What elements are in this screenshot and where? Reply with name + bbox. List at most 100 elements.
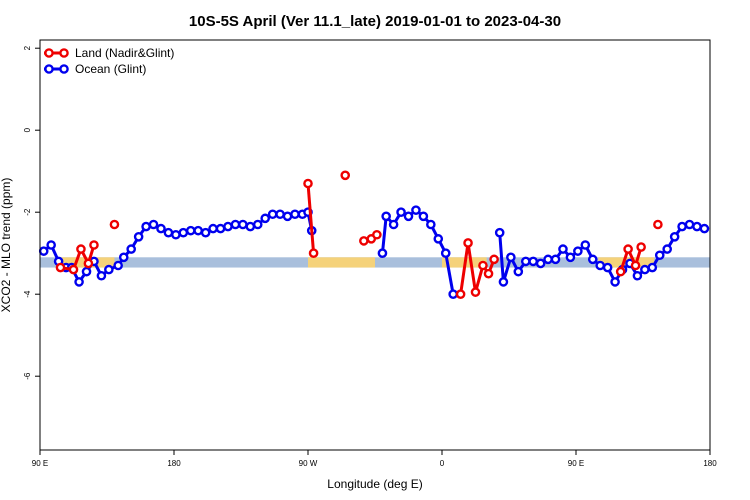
series-0-point-7-0 [653,219,663,230]
series-1-point-1-4 [403,211,414,222]
axis-ticks: 90 E 180 90 W 0 90 E 180 2 0 -2 -4 -6 [23,45,717,468]
series-1-point-2-13 [587,254,598,265]
series-1-point-0-34 [290,209,300,220]
series-1-point-2-23 [662,244,672,254]
series-1-point-0-11 [118,252,129,263]
chart-title: 10S-5S April (Ver 11.1_late) 2019-01-01 … [189,13,561,30]
series-1-point-0-8 [96,270,107,281]
series-1-point-0-14 [141,221,151,232]
series-1-point-2-9 [558,244,568,254]
series-1-point-2-24 [669,231,680,242]
series-1-point-2-20 [640,264,650,275]
x-axis-label: Longitude (deg E) [327,477,422,491]
series-1-point-1-5 [411,205,421,215]
series-0-point-0-1 [68,264,79,275]
series-0-point-0-0 [55,262,66,273]
series-1-point-0-6 [81,266,92,277]
series-0-line-5 [459,241,496,295]
series-0-line-2 [306,183,316,254]
series-1-point-2-2 [506,252,516,263]
series-0-point-5-2 [470,287,481,297]
series-1-point-2-0 [494,227,505,238]
series-0-point-5-5 [489,254,499,265]
series-1-point-0-24 [215,223,226,234]
series-0-point-6-2 [630,260,641,271]
series-1-point-2-8 [550,254,561,265]
plot-frame [39,39,711,451]
series-1-point-1-1 [381,211,391,222]
series-0-point-5-3 [478,260,488,271]
series-1-point-1-7 [426,219,436,230]
series-1-point-2-26 [684,219,695,230]
series-0-point-6-3 [636,242,646,252]
series-0-point-6-0 [615,266,626,277]
series-1-point-2-21 [647,262,658,273]
series-1-point-2-3 [513,266,524,277]
series-1-point-0-32 [275,209,285,220]
series-1-point-0-30 [260,213,270,224]
series-0-line-6 [619,246,643,273]
x-tick-label-4: 90 E [568,459,584,468]
series-1-point-0-13 [133,231,144,242]
series-0-point-2-0 [303,178,313,189]
series-0-point-3-0 [340,170,351,181]
series-1-point-2-4 [520,256,531,267]
series-1-point-0-15 [148,219,159,230]
series-1-point-0-18 [171,229,181,240]
series-1-point-2-14 [595,260,605,271]
series-0 [55,170,663,300]
series-1-point-0-10 [113,260,123,271]
series-1-point-2-1 [498,277,509,287]
legend-marker-0-a [44,48,54,58]
series-1-point-1-3 [396,207,406,217]
series-1-point-0-31 [267,209,278,220]
series-1-point-1-0 [377,248,388,258]
series-1-point-0-23 [208,223,218,234]
series-1-point-0-17 [163,227,174,238]
series-1 [38,205,710,300]
series-1-point-1-8 [433,234,444,244]
series-1-point-0-0 [38,246,49,256]
series-1-point-0-33 [282,211,293,222]
series-0-point-0-3 [83,258,94,269]
series-1-point-2-28 [699,223,710,234]
legend-label-1: Ocean (Glint) [75,62,146,76]
series-1-point-2-16 [610,277,620,287]
x-tick-label-2: 90 W [299,459,318,468]
x-tick-label-3: 0 [440,459,445,468]
series-1-point-0-9 [104,264,114,275]
legend-marker-0-b [59,48,69,58]
series-1-point-2-19 [632,270,643,281]
series-1-point-0-21 [193,225,203,236]
series-1-point-1-2 [388,219,399,230]
series-1-point-2-11 [573,246,583,256]
series-1-point-0-28 [245,221,256,232]
y-tick-label-2: -2 [23,208,32,216]
series-layer [38,170,710,300]
series-1-point-2-5 [528,256,538,267]
series-1-point-0-16 [156,223,166,234]
series-0-point-0-2 [76,244,86,254]
series-1-point-0-22 [200,227,211,238]
x-tick-label-0: 90 E [32,459,48,468]
series-1-point-2-7 [543,254,553,265]
series-1-point-1-9 [440,248,451,258]
y-tick-label-3: -4 [23,290,32,298]
series-1-point-0-27 [238,219,248,230]
series-1-point-0-25 [223,221,233,232]
series-1-point-2-25 [677,221,687,232]
series-1-point-1-10 [448,289,458,300]
series-1-point-0-20 [185,225,196,236]
y-tick-label-4: -6 [23,372,32,380]
legend-marker-1-b [59,64,69,74]
series-1-point-2-22 [654,250,665,261]
y-tick-label-0: 2 [23,45,32,50]
series-0-point-5-4 [483,268,494,279]
series-0-point-0-4 [89,240,99,250]
series-1-point-0-26 [230,219,241,230]
series-0-point-2-1 [308,248,319,258]
series-1-point-2-12 [580,240,591,250]
legend-label-0: Land (Nadir&Glint) [75,46,174,60]
y-axis-label: XCO2 - MLO trend (ppm) [0,178,13,313]
